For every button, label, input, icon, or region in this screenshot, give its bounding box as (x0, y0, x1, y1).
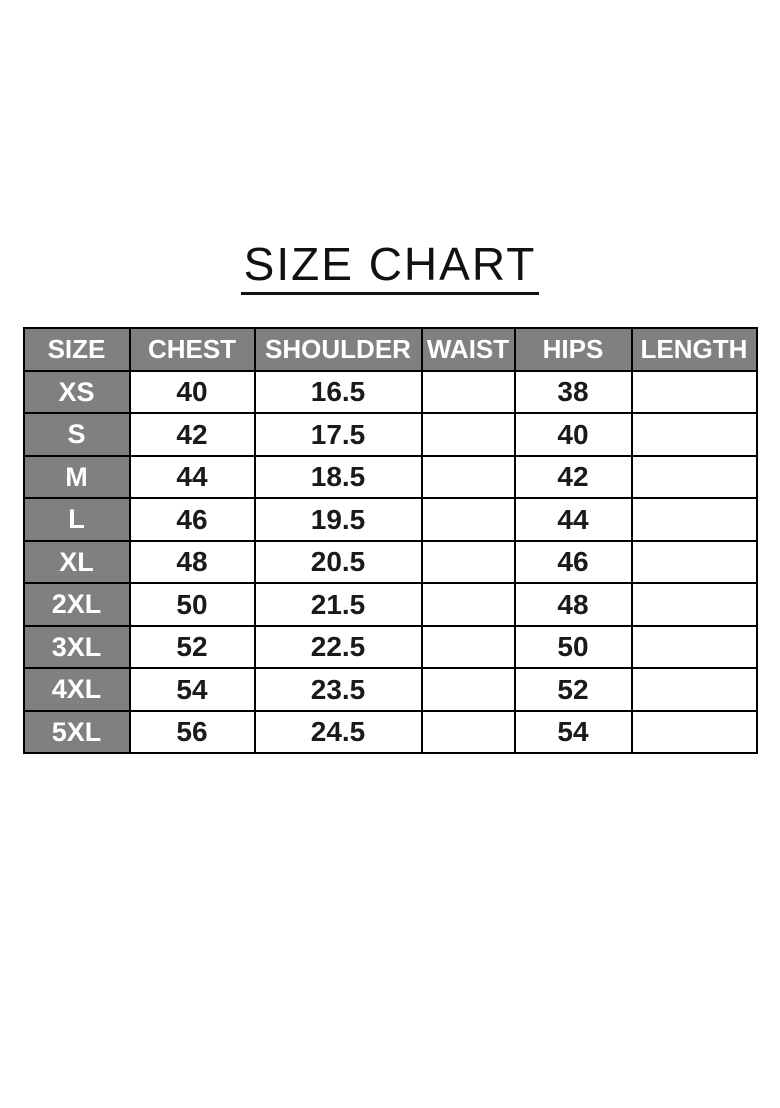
table-row-4xl: 4XL 54 23.5 52 (22, 667, 758, 712)
size-label: 4XL (22, 667, 131, 712)
table-row-2xl: 2XL 50 21.5 48 (22, 582, 758, 627)
hips-value: 42 (513, 454, 633, 500)
column-header-waist: WAIST (420, 327, 516, 372)
waist-value (420, 624, 516, 670)
waist-value (420, 582, 516, 627)
table-row-s: S 42 17.5 40 (22, 412, 758, 457)
length-value (630, 369, 758, 415)
length-value (630, 497, 758, 542)
shoulder-value: 23.5 (253, 667, 423, 712)
size-chart-table: SIZE CHEST SHOULDER WAIST HIPS LENGTH XS 40 16.… (22, 327, 758, 755)
header-row: SIZE CHEST SHOULDER WAIST HIPS LENGTH (22, 327, 758, 372)
size-label: 3XL (22, 624, 131, 670)
table-row-xs: XS 40 16.5 38 (22, 369, 758, 415)
shoulder-value: 19.5 (253, 497, 423, 542)
size-label: L (22, 497, 131, 542)
size-label: XL (22, 539, 131, 585)
table-row-5xl: 5XL 56 24.5 54 (22, 709, 758, 755)
length-value (630, 582, 758, 627)
table-row-xl: XL 48 20.5 46 (22, 539, 758, 585)
chest-value: 46 (128, 497, 256, 542)
column-header-shoulder: SHOULDER (253, 327, 423, 372)
shoulder-value: 18.5 (253, 454, 423, 500)
size-label: S (22, 412, 131, 457)
hips-value: 54 (513, 709, 633, 755)
title-container: SIZE CHART (0, 240, 780, 296)
hips-value: 52 (513, 667, 633, 712)
waist-value (420, 539, 516, 585)
waist-value (420, 497, 516, 542)
shoulder-value: 20.5 (253, 539, 423, 585)
hips-value: 50 (513, 624, 633, 670)
waist-value (420, 369, 516, 415)
shoulder-value: 24.5 (253, 709, 423, 755)
column-header-chest: CHEST (128, 327, 256, 372)
length-value (630, 667, 758, 712)
waist-value (420, 667, 516, 712)
chest-value: 42 (128, 412, 256, 457)
chest-value: 48 (128, 539, 256, 585)
length-value (630, 624, 758, 670)
shoulder-value: 21.5 (253, 582, 423, 627)
chest-value: 44 (128, 454, 256, 500)
length-value (630, 709, 758, 755)
size-label: M (22, 454, 131, 500)
size-label: 5XL (22, 709, 131, 755)
size-label: 2XL (22, 582, 131, 627)
column-header-size: SIZE (22, 327, 131, 372)
hips-value: 40 (513, 412, 633, 457)
column-header-hips: HIPS (513, 327, 633, 372)
hips-value: 48 (513, 582, 633, 627)
waist-value (420, 454, 516, 500)
shoulder-value: 22.5 (253, 624, 423, 670)
chest-value: 56 (128, 709, 256, 755)
length-value (630, 454, 758, 500)
hips-value: 46 (513, 539, 633, 585)
waist-value (420, 709, 516, 755)
chest-value: 50 (128, 582, 256, 627)
table-row-3xl: 3XL 52 22.5 50 (22, 624, 758, 670)
page-title: SIZE CHART (240, 240, 540, 296)
hips-value: 44 (513, 497, 633, 542)
table-body: XS 40 16.5 38 S 42 17.5 40 M 44 18.5 42 L 46 19.5 44 XL 4… (22, 369, 758, 755)
length-value (630, 412, 758, 457)
shoulder-value: 16.5 (253, 369, 423, 415)
size-label: XS (22, 369, 131, 415)
length-value (630, 539, 758, 585)
table-header: SIZE CHEST SHOULDER WAIST HIPS LENGTH (22, 327, 758, 372)
waist-value (420, 412, 516, 457)
table-row-m: M 44 18.5 42 (22, 454, 758, 500)
hips-value: 38 (513, 369, 633, 415)
column-header-length: LENGTH (630, 327, 758, 372)
chest-value: 54 (128, 667, 256, 712)
shoulder-value: 17.5 (253, 412, 423, 457)
table-row-l: L 46 19.5 44 (22, 497, 758, 542)
chest-value: 40 (128, 369, 256, 415)
chest-value: 52 (128, 624, 256, 670)
